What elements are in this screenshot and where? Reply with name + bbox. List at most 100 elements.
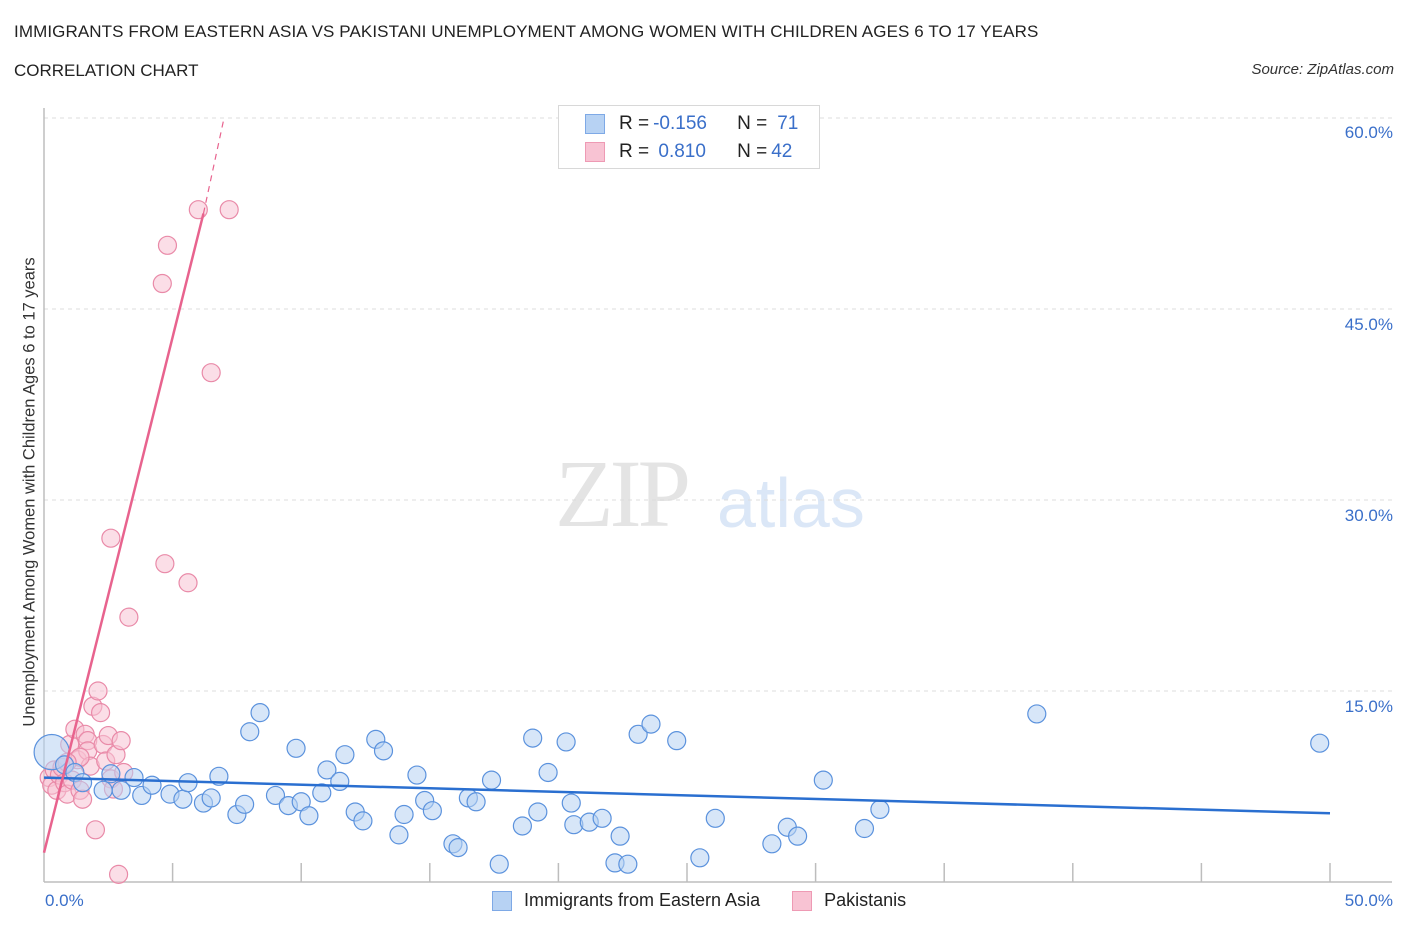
- trend-extension-pakistanis: [202, 117, 225, 214]
- blue-swatch-icon: [585, 114, 605, 134]
- data-point: [317, 760, 337, 780]
- data-point: [157, 235, 178, 255]
- data-point: [124, 767, 144, 788]
- gridlines: [44, 117, 1392, 692]
- y-tick-15: 15.0%: [1344, 697, 1393, 716]
- data-point: [201, 363, 221, 383]
- trend-line-eastern-asia: [43, 776, 1331, 815]
- data-point: [209, 766, 229, 786]
- data-point: [240, 722, 260, 742]
- data-point: [88, 681, 108, 701]
- data-point: [201, 788, 221, 808]
- blue-swatch-icon: [492, 890, 512, 911]
- data-point: [422, 801, 442, 821]
- data-point: [466, 792, 486, 812]
- data-point: [813, 770, 833, 790]
- stats-row-eastern-asia: R = -0.156 N = 71: [585, 112, 798, 136]
- data-point: [93, 780, 113, 800]
- trend-lines: [42, 117, 1331, 854]
- x-tick-min: 0.0%: [45, 891, 84, 910]
- data-point: [335, 745, 355, 765]
- legend-label: Immigrants from Eastern Asia: [524, 890, 761, 910]
- series-eastern-asia: [33, 703, 1330, 874]
- chart-subtitle: CORRELATION CHART: [14, 61, 199, 80]
- data-point: [155, 554, 175, 574]
- data-point: [286, 738, 306, 758]
- data-point: [705, 808, 725, 828]
- data-point: [265, 785, 286, 806]
- data-point: [108, 864, 129, 884]
- n-label: N =: [737, 113, 768, 134]
- data-point: [312, 783, 332, 803]
- data-point: [373, 741, 394, 761]
- data-point: [111, 780, 131, 800]
- n-value: 71: [777, 113, 799, 134]
- data-point: [870, 799, 890, 820]
- stats-legend: R = -0.156 N = 71 R = 0.810 N = 42: [558, 105, 820, 169]
- data-point: [142, 775, 162, 795]
- data-point: [90, 703, 111, 723]
- data-point: [152, 273, 172, 294]
- n-label: N =: [737, 141, 768, 162]
- r-value: -0.156: [653, 113, 707, 134]
- data-point: [394, 804, 414, 825]
- data-point: [592, 808, 612, 828]
- data-point: [538, 762, 558, 783]
- data-point: [1310, 733, 1330, 753]
- data-point: [173, 789, 193, 809]
- y-tick-45: 45.0%: [1344, 315, 1393, 334]
- watermark-atlas: atlas: [717, 464, 865, 542]
- data-point: [561, 793, 581, 813]
- data-point: [628, 724, 648, 744]
- data-point: [72, 789, 93, 809]
- data-point: [219, 200, 239, 220]
- legend-item-eastern-asia[interactable]: Immigrants from Eastern Asia: [492, 890, 760, 911]
- data-point: [111, 731, 131, 751]
- x-tick-max: 50.0%: [1344, 891, 1393, 910]
- data-point: [610, 826, 630, 846]
- data-point: [787, 826, 808, 846]
- data-point: [854, 818, 875, 839]
- pink-swatch-icon: [585, 142, 605, 162]
- data-point: [389, 825, 409, 845]
- data-point: [481, 770, 502, 790]
- data-point: [512, 816, 532, 836]
- y-tick-60: 60.0%: [1344, 123, 1393, 142]
- data-point: [1027, 704, 1047, 724]
- data-point: [690, 848, 710, 868]
- series-legend: Immigrants from Eastern Asia Pakistanis: [492, 890, 938, 911]
- n-value: 42: [771, 141, 793, 162]
- data-point: [85, 820, 106, 840]
- legend-label: Pakistanis: [824, 890, 907, 910]
- data-point: [353, 811, 373, 831]
- data-point: [299, 806, 319, 826]
- data-point: [556, 732, 576, 752]
- data-point: [101, 528, 121, 548]
- axes: [43, 108, 1392, 883]
- pink-swatch-icon: [792, 890, 813, 911]
- data-point: [448, 838, 468, 858]
- data-point: [523, 728, 543, 748]
- r-label: R =: [619, 113, 650, 134]
- data-point: [618, 854, 638, 874]
- data-point: [72, 773, 93, 793]
- r-label: R =: [619, 141, 650, 162]
- trend-line-pakistanis: [42, 213, 205, 854]
- data-point: [528, 802, 548, 822]
- source-credit: Source: ZipAtlas.com: [1251, 61, 1394, 78]
- data-point: [178, 573, 198, 593]
- legend-item-pakistanis[interactable]: Pakistanis: [792, 890, 906, 911]
- stats-row-pakistanis: R = 0.810 N = 42: [585, 140, 792, 164]
- r-value: 0.810: [653, 141, 706, 162]
- watermark-zip: ZIP: [555, 440, 691, 547]
- data-point: [489, 854, 509, 874]
- data-point: [119, 607, 139, 627]
- data-point: [641, 714, 661, 734]
- data-point: [250, 703, 270, 723]
- data-point: [407, 765, 427, 785]
- data-point: [762, 834, 782, 854]
- y-axis-label: Unemployment Among Women with Children A…: [20, 257, 39, 727]
- data-point: [330, 771, 350, 792]
- data-point: [667, 731, 687, 751]
